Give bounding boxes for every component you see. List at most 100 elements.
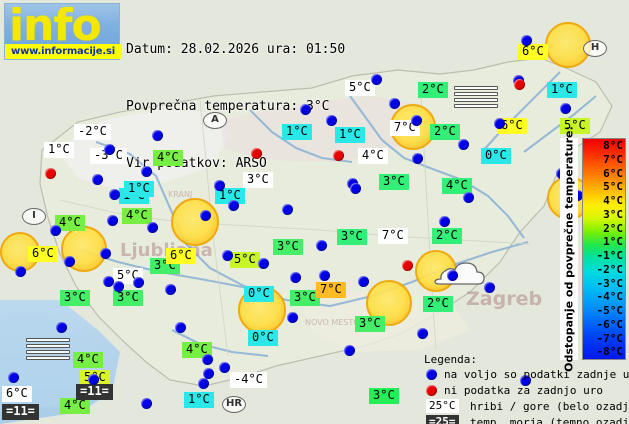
temperature-chip: =11=	[76, 384, 113, 400]
station-dot-available[interactable]	[228, 200, 239, 211]
station-dot-available[interactable]	[8, 372, 19, 383]
station-dot-available[interactable]	[107, 215, 118, 226]
temperature-chip: 4°C	[55, 215, 85, 231]
station-dot-available[interactable]	[103, 276, 114, 287]
station-dot-available[interactable]	[15, 266, 26, 277]
station-dot-available[interactable]	[350, 183, 361, 194]
scale-tick-label: 2°C	[603, 221, 623, 235]
station-dot-available[interactable]	[389, 98, 400, 109]
station-dot-available[interactable]	[560, 103, 571, 114]
scale-tick-label: -1°C	[596, 249, 624, 262]
temperature-chip: 3°C	[290, 290, 320, 306]
station-dot-available[interactable]	[152, 130, 163, 141]
station-dot-available[interactable]	[104, 144, 115, 155]
temperature-chip: -4°C	[230, 372, 267, 388]
temperature-chip: 4°C	[153, 150, 183, 166]
station-dot-available[interactable]	[484, 282, 495, 293]
legend-text-missing: ni podatka za zadnjo uro	[444, 384, 603, 397]
station-dot-available[interactable]	[88, 374, 99, 385]
legend-row-missing: ni podatka za zadnjo uro	[424, 383, 629, 399]
temperature-chip: 1°C	[184, 392, 214, 408]
station-dot-available[interactable]	[219, 362, 230, 373]
legend-row-available: na voljo so podatki zadnje ure	[424, 367, 629, 383]
temperature-chip: 5°C	[345, 80, 375, 96]
station-dot-available[interactable]	[56, 322, 67, 333]
station-dot-available[interactable]	[358, 276, 369, 287]
red-dot-icon	[426, 385, 437, 396]
scale-tick-label: -3°C	[596, 276, 624, 290]
temperature-anomaly-scale: Odstopanje od povprečne temperature: 8°C…	[560, 126, 629, 372]
scale-tick-label: -4°C	[596, 290, 624, 304]
station-dot-available[interactable]	[109, 189, 120, 200]
station-dot-available[interactable]	[290, 272, 301, 283]
station-dot-missing[interactable]	[514, 79, 525, 90]
station-dot-available[interactable]	[175, 322, 186, 333]
station-dot-available[interactable]	[521, 35, 532, 46]
station-dot-available[interactable]	[458, 139, 469, 150]
legend-title: Legenda:	[424, 353, 477, 366]
header-source-line: Vir podatkov: ARSO	[126, 156, 267, 171]
site-logo[interactable]: info www.informacije.si	[4, 0, 121, 60]
station-dot-missing[interactable]	[45, 168, 56, 179]
temperature-chip: 3°C	[379, 174, 409, 190]
station-dot-available[interactable]	[113, 281, 124, 292]
station-dot-available[interactable]	[412, 153, 423, 164]
station-dot-available[interactable]	[214, 180, 225, 191]
station-dot-available[interactable]	[371, 74, 382, 85]
scale-title-text: Odstopanje od povprečne temperature:	[562, 126, 576, 372]
station-dot-available[interactable]	[494, 118, 505, 129]
station-dot-available[interactable]	[287, 312, 298, 323]
country-marker-h: H	[583, 40, 607, 57]
fog-icon	[26, 338, 70, 362]
temperature-chip: 1°C	[44, 142, 74, 158]
station-dot-missing[interactable]	[402, 260, 413, 271]
temperature-chip: 0°C	[244, 286, 274, 302]
scale-tick-label: 1°C	[603, 235, 623, 249]
station-dot-available[interactable]	[411, 115, 422, 126]
station-dot-available[interactable]	[258, 258, 269, 269]
temperature-chip: 4°C	[122, 208, 152, 224]
temperature-chip: 1°C	[124, 181, 154, 197]
station-dot-available[interactable]	[203, 368, 214, 379]
station-dot-available[interactable]	[64, 256, 75, 267]
temperature-chip: 6°C	[2, 386, 32, 402]
station-dot-available[interactable]	[316, 240, 327, 251]
station-dot-available[interactable]	[200, 210, 211, 221]
station-dot-available[interactable]	[92, 174, 103, 185]
station-dot-missing[interactable]	[251, 148, 262, 159]
station-dot-available[interactable]	[319, 270, 330, 281]
station-dot-available[interactable]	[463, 192, 474, 203]
station-dot-available[interactable]	[133, 277, 144, 288]
station-dot-available[interactable]	[417, 328, 428, 339]
sea-swatch-icon: =25=	[426, 415, 459, 424]
country-marker-a: A	[203, 112, 227, 129]
station-dot-available[interactable]	[300, 104, 311, 115]
logo-url-text: www.informacije.si	[11, 46, 115, 57]
station-dot-available[interactable]	[447, 270, 458, 281]
station-dot-available[interactable]	[439, 216, 450, 227]
temperature-chip: 3°C	[337, 229, 367, 245]
scale-tick-label: 5°C	[603, 180, 623, 194]
station-dot-available[interactable]	[141, 166, 152, 177]
station-dot-available[interactable]	[50, 225, 61, 236]
station-dot-available[interactable]	[198, 378, 209, 389]
station-dot-available[interactable]	[344, 345, 355, 356]
station-dot-available[interactable]	[147, 222, 158, 233]
legend-row-sea: =25= temp. morja (temno ozadje)	[424, 415, 629, 424]
scale-tick-label: -7°C	[596, 331, 624, 345]
station-dot-available[interactable]	[202, 354, 213, 365]
header-info: Datum: 28.02.2026 ura: 01:50 Povprečna t…	[126, 2, 345, 211]
station-dot-available[interactable]	[100, 248, 111, 259]
station-dot-available[interactable]	[141, 398, 152, 409]
station-dot-missing[interactable]	[333, 150, 344, 161]
temperature-chip: 4°C	[358, 148, 388, 164]
scale-tick-label: -5°C	[596, 304, 624, 317]
station-dot-available[interactable]	[165, 284, 176, 295]
station-dot-available[interactable]	[222, 250, 233, 261]
station-dot-available[interactable]	[326, 115, 337, 126]
station-dot-available[interactable]	[282, 204, 293, 215]
temperature-chip: 1°C	[335, 127, 365, 143]
station-dot-available[interactable]	[520, 375, 531, 386]
temperature-chip: 0°C	[481, 148, 511, 164]
temperature-chip: 0°C	[248, 330, 278, 346]
